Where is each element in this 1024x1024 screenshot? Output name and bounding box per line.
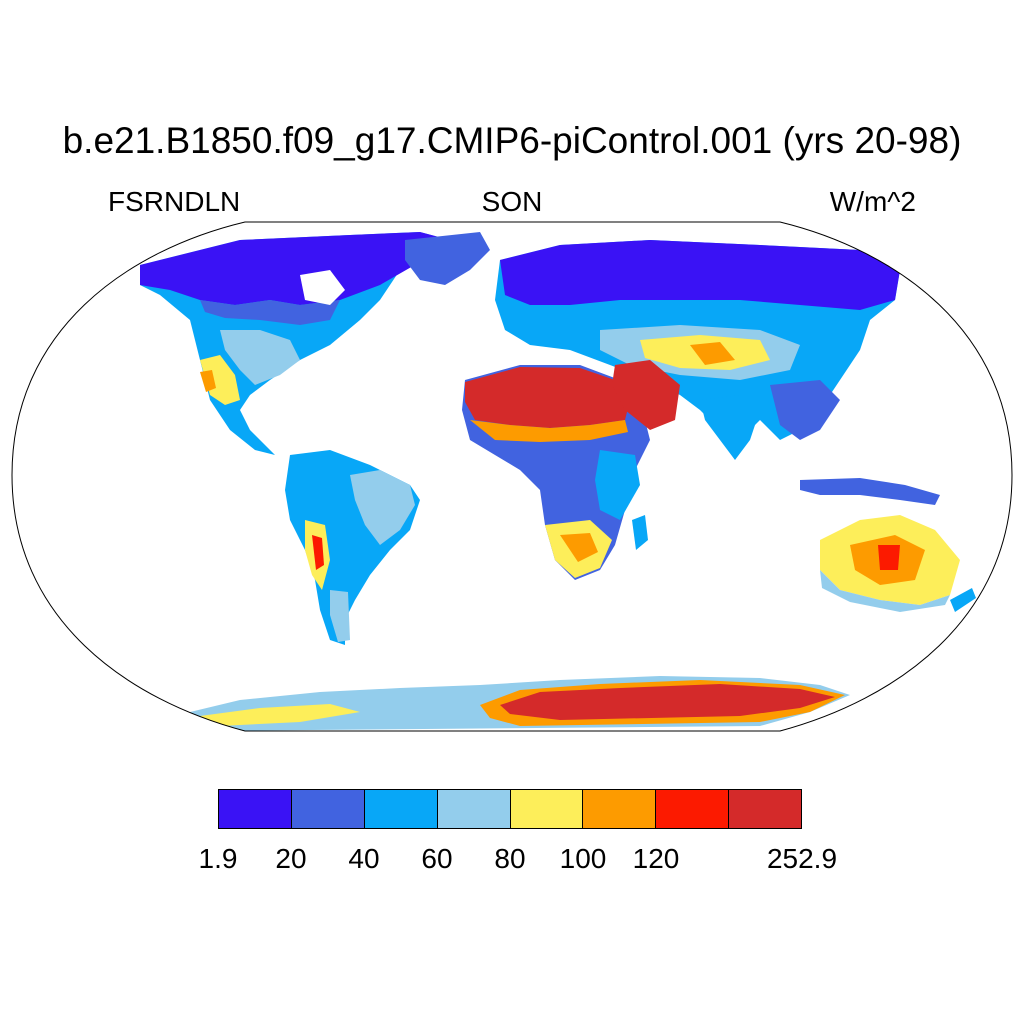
colorbar-box-1 bbox=[219, 790, 292, 828]
colorbar-label: 80 bbox=[494, 843, 526, 874]
colorbar bbox=[218, 789, 802, 829]
colorbar-box-2 bbox=[291, 790, 365, 828]
southeast-asia bbox=[770, 380, 840, 440]
north-america-great-plains bbox=[220, 330, 300, 385]
antarctica-west bbox=[200, 704, 360, 726]
south-america-east bbox=[350, 470, 415, 545]
colorbar-label: 100 bbox=[559, 843, 607, 874]
colorbar-label: 20 bbox=[275, 843, 307, 874]
sahel bbox=[470, 420, 628, 442]
greenland-land bbox=[405, 232, 490, 285]
north-america-desert-hotspot bbox=[200, 370, 216, 392]
australia-hotspot bbox=[878, 545, 900, 570]
variable-label: FSRNDLN bbox=[108, 186, 241, 217]
colorbar-box-8 bbox=[729, 790, 801, 828]
units-label: W/m^2 bbox=[829, 186, 916, 217]
colorbar-box-7 bbox=[656, 790, 730, 828]
map-title: b.e21.B1850.f09_g17.CMIP6-piControl.001 … bbox=[62, 120, 962, 161]
india bbox=[700, 395, 760, 460]
colorbar-box-6 bbox=[583, 790, 657, 828]
antarctica-interior bbox=[500, 684, 835, 720]
colorbar-label: 252.9 bbox=[766, 843, 838, 874]
colorbar-label: 60 bbox=[421, 843, 453, 874]
indonesia bbox=[800, 478, 940, 505]
north-america-southwest bbox=[200, 355, 240, 405]
east-africa bbox=[595, 450, 640, 520]
south-america-atacama bbox=[312, 535, 324, 570]
north-america-boreal bbox=[200, 300, 340, 325]
kalahari bbox=[560, 533, 598, 562]
colorbar-box-4 bbox=[437, 790, 511, 828]
land-fields bbox=[140, 232, 976, 731]
season-label: SON bbox=[481, 186, 543, 217]
siberia bbox=[500, 240, 900, 310]
madagascar bbox=[632, 515, 648, 550]
tibet-plateau bbox=[690, 342, 735, 365]
colorbar-box-3 bbox=[364, 790, 438, 828]
colorbar-label: 1.9 bbox=[198, 843, 238, 874]
colorbar-box-5 bbox=[510, 790, 584, 828]
new-zealand bbox=[950, 588, 976, 612]
australia-coast bbox=[820, 570, 950, 612]
north-america-arctic bbox=[140, 232, 450, 305]
patagonia bbox=[330, 590, 350, 642]
colorbar-label: 40 bbox=[348, 843, 380, 874]
colorbar-label: 120 bbox=[632, 843, 680, 874]
sahara bbox=[465, 367, 630, 428]
arabia bbox=[612, 360, 680, 430]
hudson-bay bbox=[300, 270, 345, 305]
globe-outline bbox=[11, 221, 1013, 732]
